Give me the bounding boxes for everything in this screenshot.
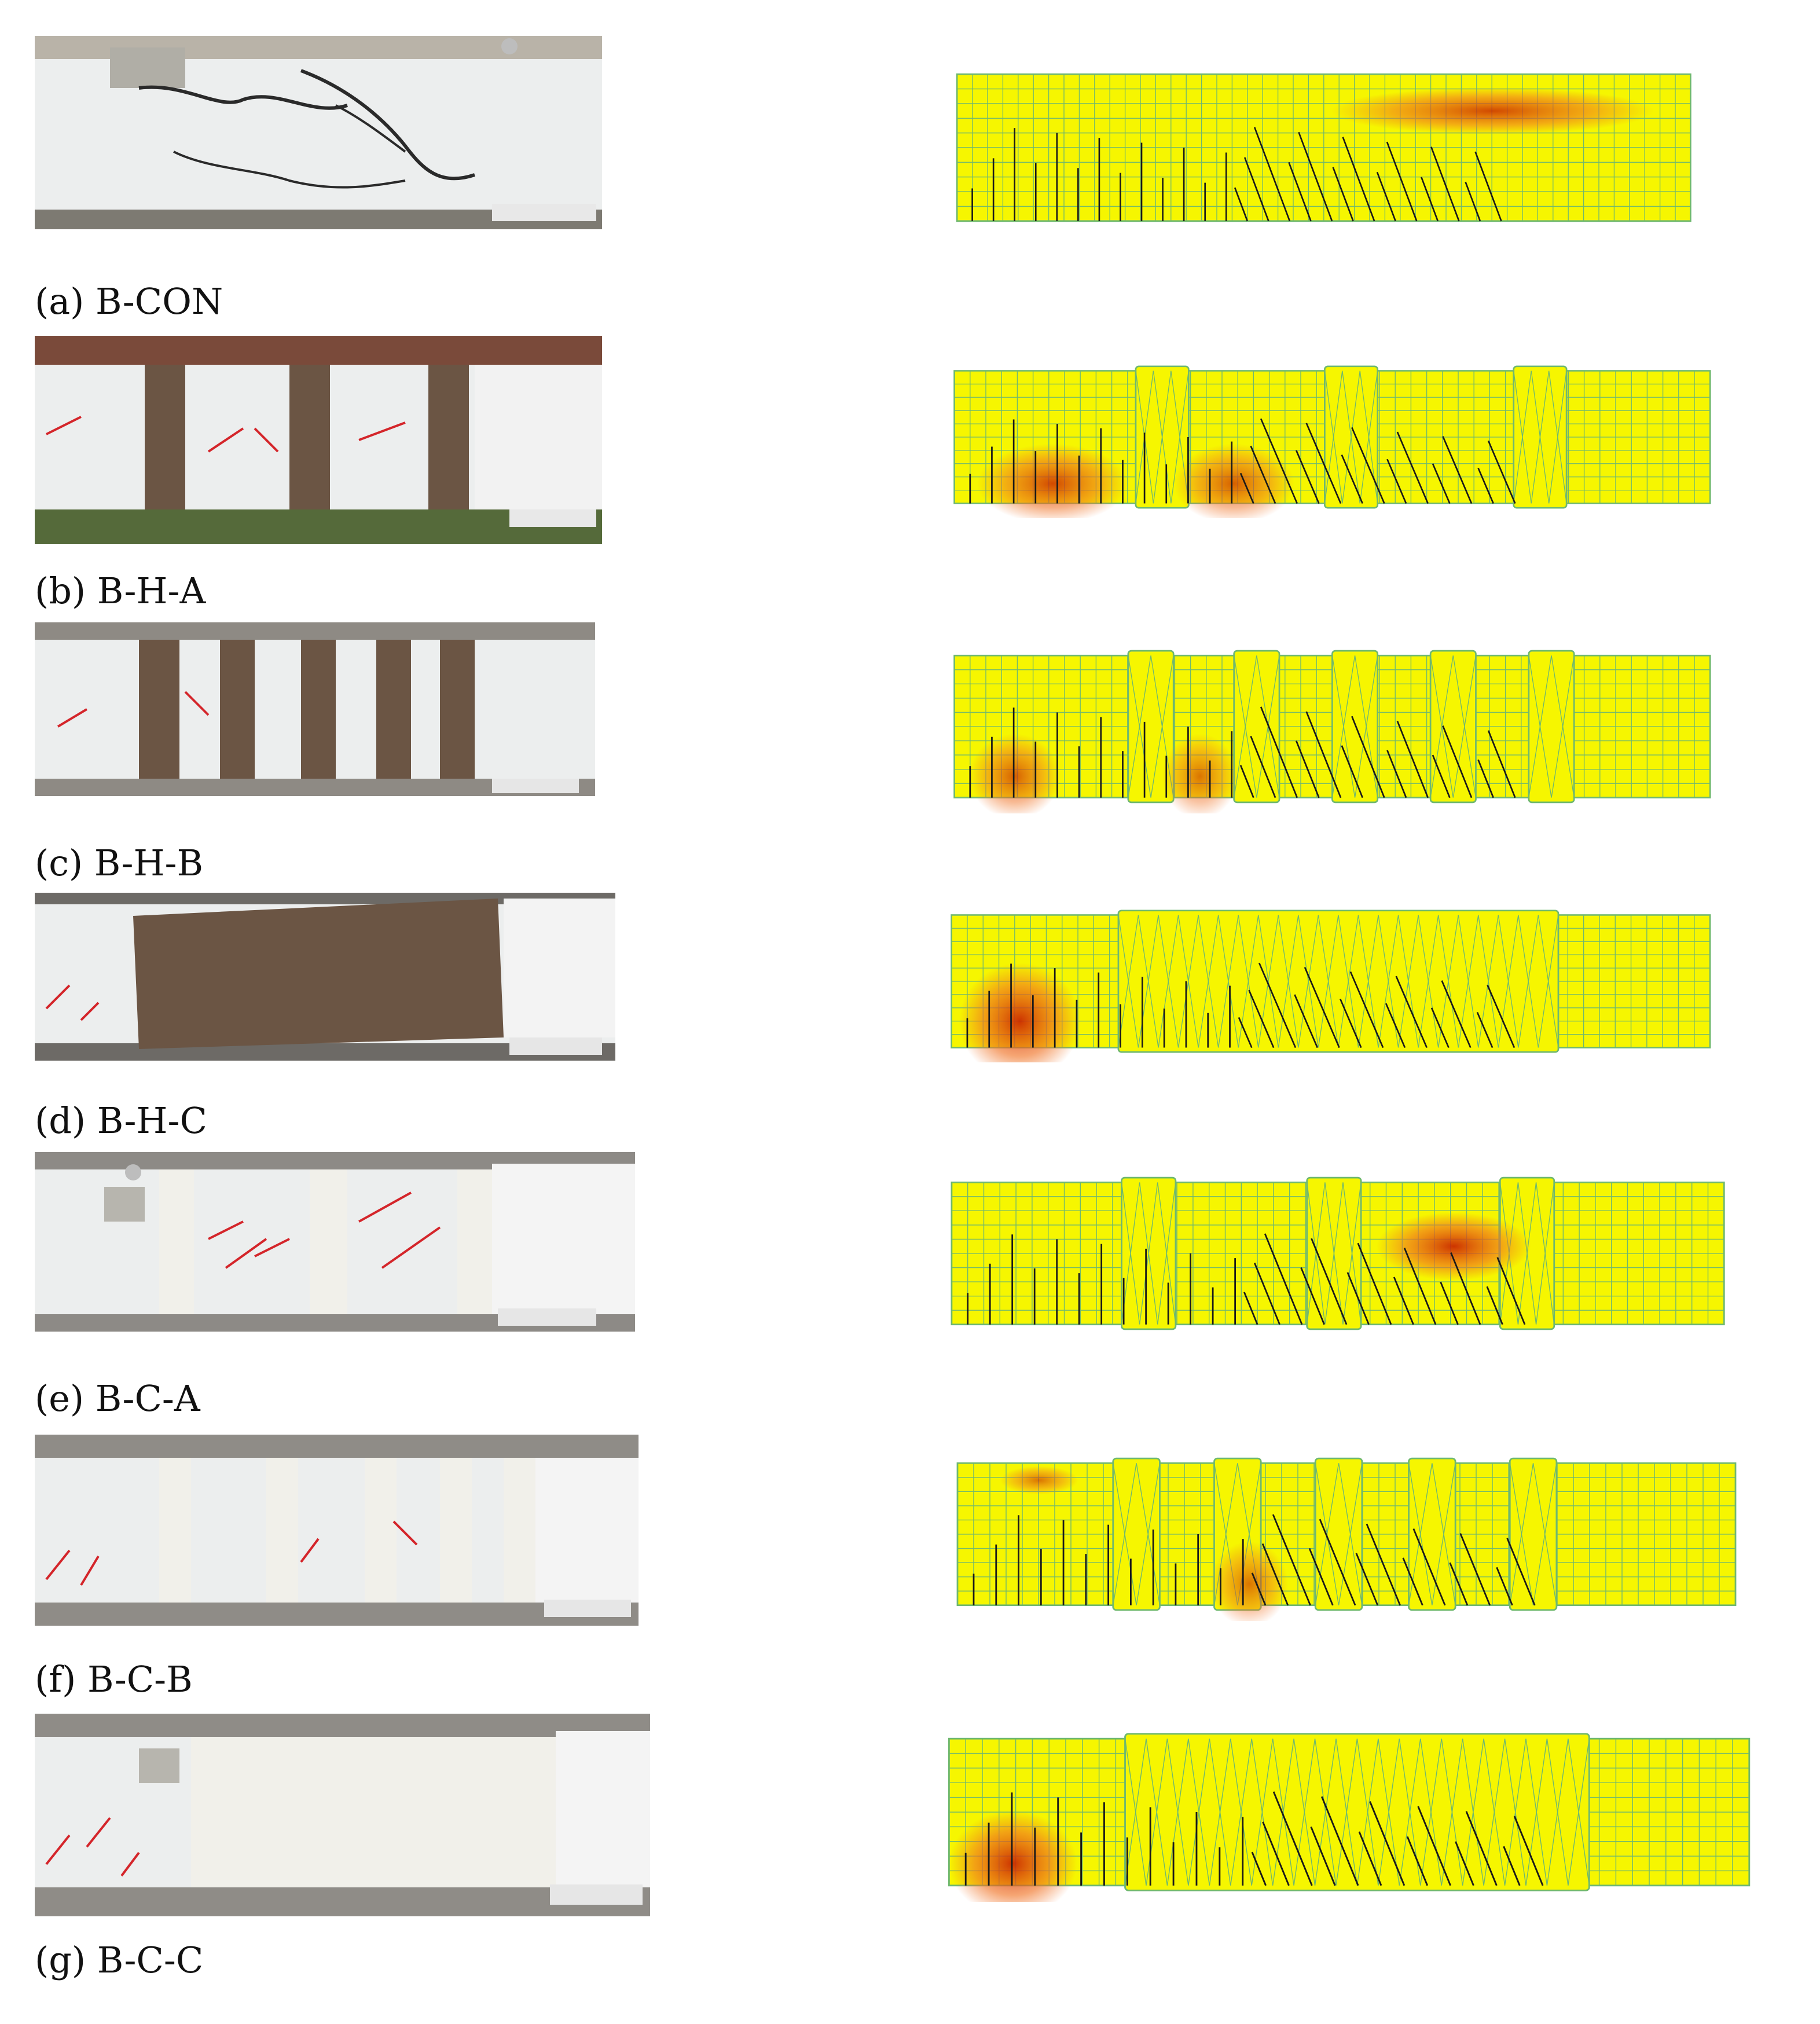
fem-b-c-a [944, 1167, 1748, 1340]
fem-plot [951, 910, 1711, 1062]
photo-b-c-b [35, 1435, 639, 1626]
fem-crack-pattern [969, 706, 1516, 798]
fem-triangular-mesh [1510, 1463, 1557, 1605]
fem-crack-pattern [969, 418, 1516, 504]
fem-plot [951, 1176, 1725, 1330]
photo-b-h-a-image [35, 336, 602, 544]
photo-b-c-b-image [35, 1435, 639, 1626]
panel-f-caption: (f) B-C-B [35, 1658, 193, 1700]
fem-strengthening-patch [1528, 650, 1575, 804]
fem-b-c-b [949, 1447, 1760, 1621]
fem-plot [948, 1733, 1751, 1902]
panel-g-caption: (g) B-C-C [35, 1939, 204, 1981]
fem-b-h-b [946, 640, 1734, 813]
fem-triangular-mesh [1121, 1182, 1176, 1325]
fem-strengthening-patch [1509, 1457, 1558, 1611]
fem-strengthening-patch [1314, 1457, 1363, 1611]
fem-plot [953, 365, 1711, 518]
fem-strengthening-patch [1112, 1457, 1161, 1611]
fem-damage-zone [1331, 87, 1654, 135]
panel-e-caption: (e) B-C-A [35, 1377, 200, 1420]
fem-damage-zone [1000, 1466, 1078, 1495]
fem-triangular-mesh [1332, 655, 1378, 798]
fem-strengthening-patch [1127, 650, 1175, 804]
fem-plot [956, 73, 1691, 222]
fem-damage-zone [1162, 734, 1238, 813]
fem-strengthening-patch [1408, 1457, 1456, 1611]
photo-b-c-c [35, 1714, 650, 1916]
fem-damage-zone [977, 443, 1128, 518]
photo-b-con-image [35, 36, 602, 229]
fem-triangular-mesh [1113, 1463, 1160, 1605]
fem-b-h-a [946, 356, 1734, 518]
fem-crack-pattern [973, 1514, 1536, 1606]
fem-b-c-c [941, 1722, 1774, 1902]
fem-crack-pattern [967, 1233, 1526, 1325]
fem-triangular-mesh [1315, 1463, 1362, 1605]
photo-b-h-c-image [35, 893, 615, 1061]
fem-strengthening-patch [1429, 650, 1477, 804]
photo-b-c-c-image [35, 1714, 650, 1916]
photo-b-c-a [35, 1152, 635, 1332]
fem-strengthening-patch [1233, 650, 1280, 804]
fem-crack-pattern [964, 1791, 1544, 1886]
photo-b-h-b-image [35, 622, 595, 796]
fem-crack-pattern [971, 127, 1502, 222]
panel-a-caption: (a) B-CON [35, 280, 223, 322]
fem-crack-pattern [966, 962, 1516, 1048]
fem-strengthening-patch [1331, 650, 1379, 804]
photo-b-h-c [35, 893, 615, 1061]
fem-plot [956, 1457, 1737, 1621]
panel-d-caption: (d) B-H-C [35, 1099, 207, 1142]
fem-damage-zone [1173, 443, 1295, 518]
fem-triangular-mesh [1307, 1182, 1362, 1325]
fem-triangular-mesh [1513, 371, 1567, 504]
fem-damage-zone [949, 1810, 1077, 1902]
photo-b-con [35, 36, 602, 229]
fem-triangular-mesh [1430, 655, 1476, 798]
fem-b-con [949, 58, 1713, 237]
fem-strengthening-patch [1117, 910, 1560, 1053]
panel-c-caption: (c) B-H-B [35, 842, 204, 884]
photo-b-h-a [35, 336, 602, 544]
fem-b-h-c [944, 900, 1734, 1062]
photo-b-h-b [35, 622, 595, 796]
fem-strengthening-patch [1124, 1733, 1590, 1891]
fem-damage-zone [1376, 1212, 1531, 1281]
fem-plot [953, 650, 1711, 813]
fem-triangular-mesh [1118, 915, 1558, 1048]
photo-b-c-a-image [35, 1152, 635, 1332]
fem-damage-zone [1210, 1541, 1289, 1621]
fem-triangular-mesh [1528, 655, 1575, 798]
panel-b-caption: (b) B-H-A [35, 570, 206, 612]
